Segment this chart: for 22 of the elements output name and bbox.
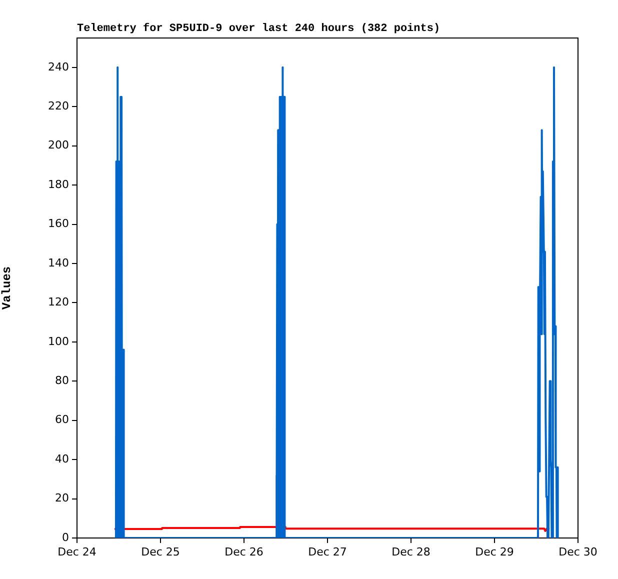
x-tick-label: Dec 29 (475, 545, 514, 558)
y-tick-label: 240 (48, 60, 69, 74)
y-tick-label: 140 (48, 256, 69, 270)
chart-title: Telemetry for SP5UID-9 over last 240 hours (382 points) (77, 23, 440, 35)
y-tick-label: 200 (48, 138, 69, 152)
y-tick-label: 120 (48, 296, 69, 309)
x-tick-label: Dec 30 (558, 545, 598, 558)
y-tick-label: 160 (48, 217, 69, 230)
y-tick-label: 80 (55, 374, 69, 387)
y-tick-label: 180 (48, 178, 69, 191)
x-tick-label: Dec 27 (308, 545, 347, 558)
y-tick-label: 20 (55, 492, 69, 505)
x-tick-label: Dec 26 (224, 545, 264, 558)
y-tick-label: 60 (55, 413, 69, 426)
y-tick-label: 0 (62, 530, 69, 544)
x-tick-label: Dec 25 (141, 545, 180, 558)
y-tick-label: 40 (55, 452, 69, 466)
x-tick-label: Dec 28 (392, 545, 430, 558)
y-tick-label: 100 (48, 334, 69, 348)
y-tick-label: 220 (48, 99, 69, 112)
y-axis-title: Values (0, 266, 14, 310)
x-tick-label: Dec 24 (58, 545, 96, 558)
